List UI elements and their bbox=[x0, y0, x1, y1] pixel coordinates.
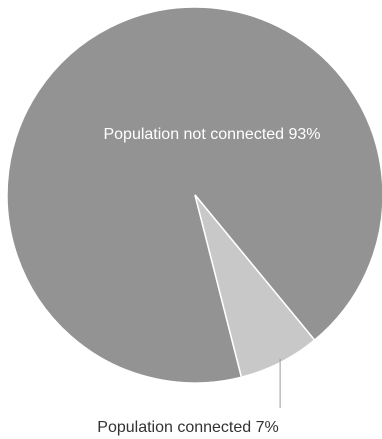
slice-label-not-connected: Population not connected 93% bbox=[103, 126, 320, 143]
slice-label-connected: Population connected 7% bbox=[97, 419, 278, 436]
pie-slice-not-connected bbox=[6, 6, 382, 384]
